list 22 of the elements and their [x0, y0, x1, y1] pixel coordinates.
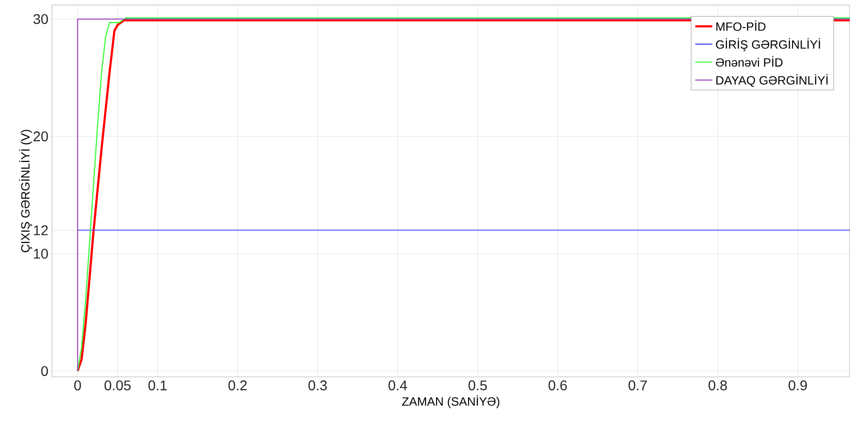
x-tick-label: 0.9 — [788, 380, 807, 390]
y-tick-label: 10 — [34, 248, 48, 259]
legend-label: DAYAQ GƏRGİNLİYİ — [716, 74, 828, 87]
y-tick-label: 20 — [34, 131, 48, 142]
x-tick-label: 0.6 — [548, 380, 567, 390]
y-tick-label: 12 — [34, 225, 48, 236]
x-tick-label: 0.05 — [104, 380, 131, 390]
legend-label: Ənənəvi PİD — [716, 56, 783, 67]
x-axis-title: ZAMAN (SANİYƏ) — [402, 395, 500, 408]
x-tick-label: 0 — [74, 380, 81, 390]
legend-label: GİRİŞ GƏRGİNLİYİ — [716, 38, 820, 52]
y-axis-title: ÇIXIŞ GƏRGİNLİYİ (V) — [19, 130, 32, 252]
x-tick-label: 0.1 — [148, 380, 167, 390]
y-tick-label: 30 — [33, 14, 48, 24]
y-tick-label: 0 — [41, 366, 48, 376]
x-tick-label: 0.2 — [228, 380, 247, 390]
x-tick-label: 0.8 — [708, 380, 727, 390]
x-tick-label: 0.5 — [468, 380, 487, 390]
x-tick-label: 0.7 — [628, 380, 647, 390]
x-tick-label: 0.4 — [388, 380, 407, 390]
x-tick-label: 0.3 — [308, 380, 327, 390]
legend-label: MFO-PİD — [716, 20, 766, 31]
